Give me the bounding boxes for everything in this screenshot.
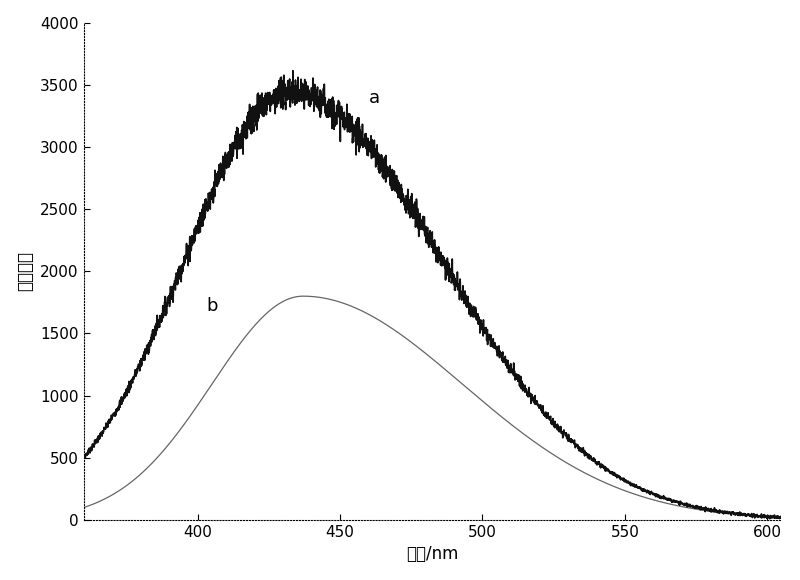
X-axis label: 波长/nm: 波长/nm [406, 545, 458, 563]
Text: a: a [369, 89, 380, 107]
Text: b: b [206, 297, 218, 315]
Y-axis label: 荧光强度: 荧光强度 [17, 251, 34, 291]
